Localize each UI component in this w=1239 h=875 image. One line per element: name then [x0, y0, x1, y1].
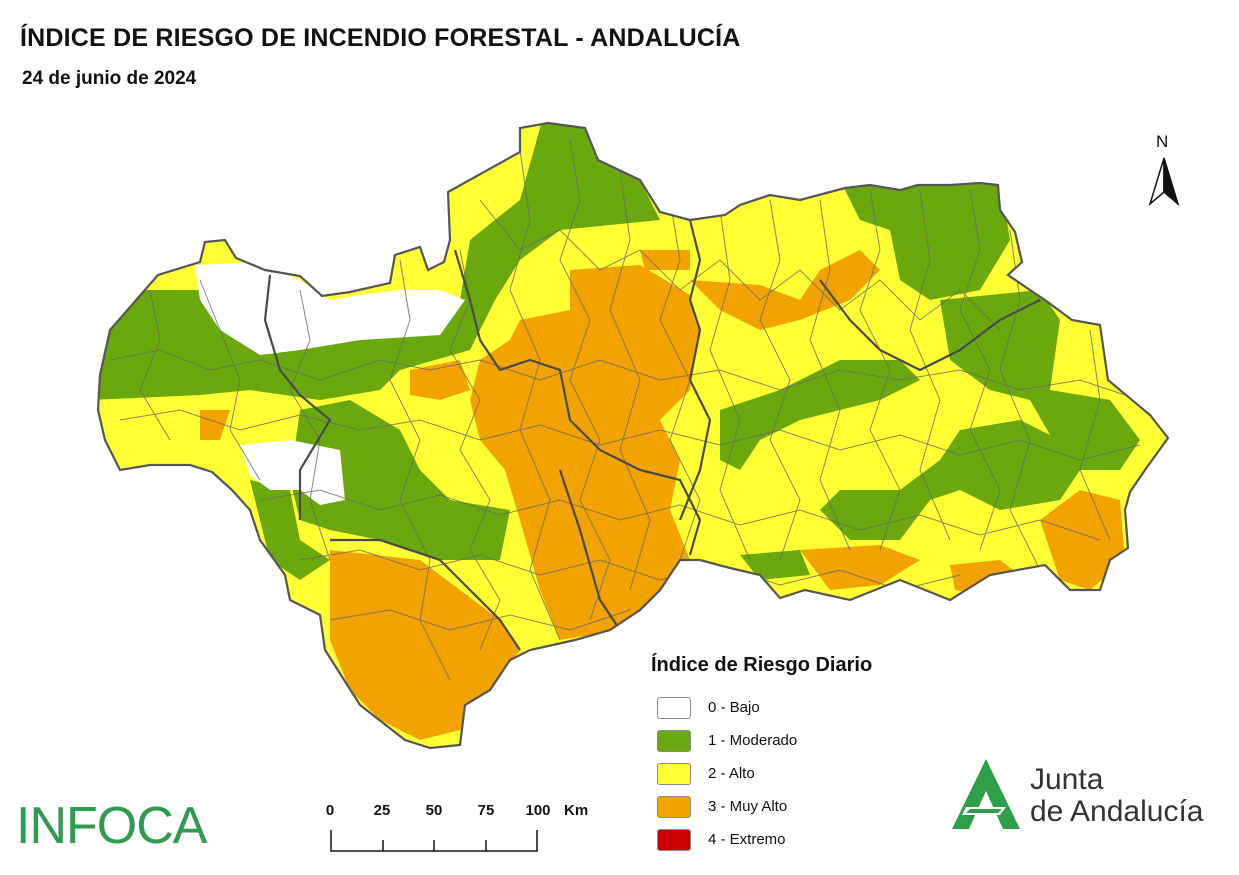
- legend-item-extremo: 4 - Extremo: [651, 823, 951, 856]
- scale-bar: 0 25 50 75 100 Km: [320, 800, 620, 860]
- legend-item-bajo: 0 - Bajo: [651, 691, 951, 724]
- legend-swatch: [657, 828, 691, 851]
- legend-label: 2 - Alto: [708, 765, 755, 782]
- legend-label: 3 - Muy Alto: [708, 798, 788, 815]
- scale-tick-label: 0: [325, 802, 335, 819]
- junta-andalucia-logo: Junta de Andalucía: [948, 755, 1228, 835]
- legend-item-moderado: 1 - Moderado: [651, 724, 951, 757]
- scale-tick-label: 25: [373, 802, 391, 819]
- map-date: 24 de junio de 2024: [22, 68, 197, 89]
- scale-unit: Km: [564, 802, 589, 819]
- north-label: N: [1156, 132, 1169, 151]
- legend-label: 0 - Bajo: [708, 699, 760, 716]
- risk-zones: [98, 123, 1168, 748]
- legend-swatch: [657, 762, 691, 785]
- legend-swatch: [657, 696, 691, 719]
- scale-tick-label: 100: [525, 802, 551, 819]
- legend-item-alto: 2 - Alto: [651, 757, 951, 790]
- infoca-logo: INFOCA: [16, 797, 207, 855]
- scale-tick-label: 75: [477, 802, 495, 819]
- junta-line2: de Andalucía: [1030, 795, 1204, 828]
- legend: Índice de Riesgo Diario 0 - Bajo 1 - Mod…: [651, 654, 951, 856]
- legend-swatch: [657, 795, 691, 818]
- legend-swatch: [657, 729, 691, 752]
- junta-line1: Junta: [1030, 763, 1104, 796]
- legend-item-muy-alto: 3 - Muy Alto: [651, 790, 951, 823]
- legend-label: 4 - Extremo: [708, 831, 786, 848]
- legend-title: Índice de Riesgo Diario: [651, 654, 873, 676]
- scale-line: [330, 830, 538, 852]
- junta-emblem-icon: [952, 759, 1020, 829]
- scale-tick-label: 50: [425, 802, 443, 819]
- map-title: ÍNDICE DE RIESGO DE INCENDIO FORESTAL - …: [20, 24, 741, 52]
- north-arrow-icon: [1148, 157, 1180, 207]
- legend-label: 1 - Moderado: [708, 732, 798, 749]
